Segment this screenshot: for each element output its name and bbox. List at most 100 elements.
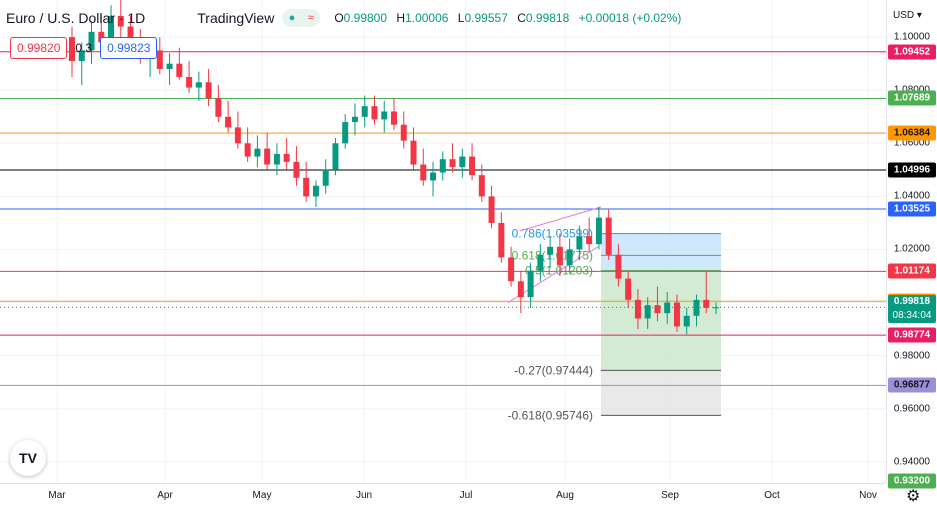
month-label: Apr [157,490,173,501]
price-scale[interactable]: 1.100001.080001.060001.040001.020001.000… [886,0,937,489]
price-tick-label: 1.08000 [894,85,930,96]
last-price-value: 0.99818 [893,296,931,308]
fib-level-label: 0.786(1.03599) [512,227,593,241]
fib-level-label: -0.27(0.97444) [514,363,593,377]
order-panel: 0.99820 0.3 0.99823 [10,37,158,59]
price-tick-label: 0.94000 [893,456,930,468]
candle-body [527,270,534,298]
candle-body [264,148,271,165]
spread-value: 0.3 [75,41,93,55]
candle-body [88,31,95,51]
candle-body [127,26,134,46]
high-label: H [396,11,406,25]
candle-body [664,302,671,314]
price-tick-label: 1.02000 [893,243,930,255]
market-open-dot-icon: ● [288,12,296,24]
chart-area[interactable]: 0.786(1.03599)0.618(1.01775)0.5(1.01203)… [0,0,886,483]
candle-body [322,169,329,186]
high-value: 1.00006 [405,11,449,25]
symbol-title[interactable]: Euro / U.S. Dollar · 1D [6,10,146,26]
candle-body [312,185,319,197]
candle-body [654,305,661,314]
currency-selector[interactable]: USD ▾ [893,10,922,21]
candle-body [625,278,632,300]
candle-body [576,236,583,250]
candle-body [517,281,524,298]
candle-body [683,315,690,327]
fib-zone-green [601,270,721,371]
tradingview-logo-icon[interactable]: TV [10,440,46,476]
candle-body [205,82,212,99]
candle-body [78,50,85,62]
bar-countdown: 08:34:04 [892,310,932,322]
candle-body [166,63,173,69]
month-label: Nov [859,490,877,501]
candle-body [361,106,368,117]
candle-body [605,217,612,255]
candle-body [537,254,544,271]
open-value: 0.99800 [343,11,388,25]
candle-body [673,302,680,327]
chart-legend: Euro / U.S. Dollar · 1D TradingView ● ≈ … [6,9,687,27]
candle-body [508,257,515,282]
candle-body [244,143,251,157]
level-price-label: 1.06384 [888,125,936,141]
low-value: 0.99557 [464,11,508,25]
candle-body [215,98,222,117]
sell-button[interactable]: 0.99820 [10,37,68,59]
wave-icon: ≈ [307,12,314,24]
open-label: O [334,11,344,25]
close-label: C [517,11,526,25]
candle-body [449,159,456,168]
fib-trend-line [519,206,602,232]
candle-body [644,305,651,319]
chevron-down-icon: ▾ [916,10,922,21]
low-label: L [457,11,465,25]
level-price-label: 0.96877 [888,377,936,393]
fib-zone-grey [601,370,721,416]
candle-body [634,299,641,319]
level-price-label: 1.09452 [888,44,936,60]
time-scale[interactable]: Mar Apr May Jun Jul Aug Sep Oct Nov [0,483,886,511]
candle-body [381,111,388,120]
candle-body [176,63,183,77]
candle-body [108,15,115,43]
brand-label: TradingView [197,10,275,26]
month-label: Oct [764,490,780,501]
currency-label: USD [893,10,915,21]
month-label: Mar [48,490,66,501]
candle-body [391,111,397,125]
candle-body [547,246,554,255]
month-label: Jul [459,490,473,501]
price-tick-label: 1.04000 [893,190,930,202]
candle-body [498,222,505,258]
candle-body [586,236,593,245]
level-price-label: 1.04996 [888,162,936,178]
price-tick-label: 1.10000 [893,31,930,43]
candle-body [703,299,710,308]
partial-level-label: 0.93200 [888,473,936,489]
change-value: +0.00018 (+0.02%) [578,11,682,25]
candle-body [69,37,75,62]
candle-body [410,140,417,165]
gear-icon[interactable]: ⚙ [906,488,921,505]
candle-body [371,106,378,120]
price-tick-label: 1.06000 [893,137,930,149]
candle-body [195,82,202,88]
candle-body [566,249,573,266]
fib-level-label: 0.618(1.01775) [512,248,593,262]
candle-body [420,164,427,181]
candle-body [117,15,124,27]
market-status-toggle[interactable]: ● ≈ [282,9,321,27]
buy-button[interactable]: 0.99823 [100,37,158,59]
candle-body [303,177,310,197]
candle-body [459,156,466,168]
level-price-label: 1.07689 [888,90,936,106]
ohlc-readout: O0.99800 H1.00006 L0.99557 C0.99818 +0.0… [334,11,687,25]
price-chart[interactable]: 0.786(1.03599)0.618(1.01775)0.5(1.01203)… [0,0,886,483]
level-price-label: 0.98774 [888,327,936,343]
candle-body [556,246,563,266]
candle-body [400,124,407,141]
candle-body [254,148,261,157]
candle-body [351,116,358,123]
